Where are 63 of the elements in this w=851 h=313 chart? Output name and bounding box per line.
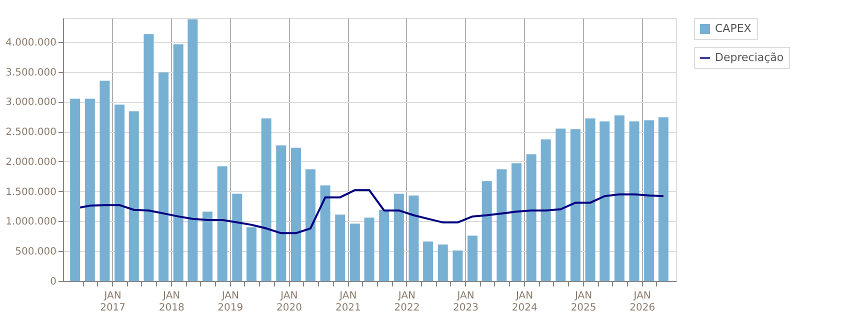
y-tick-label: 2.000.000 [6, 156, 56, 168]
bar [658, 117, 668, 281]
bar [246, 227, 256, 281]
bar [629, 121, 640, 281]
bar [276, 145, 286, 281]
bar [408, 196, 419, 281]
bar [482, 181, 492, 281]
y-tick-label: 3.500.000 [6, 67, 56, 78]
bar [128, 111, 139, 281]
bar [585, 118, 596, 281]
y-tick-label: 1.000.000 [6, 216, 56, 228]
bar [158, 72, 169, 281]
y-tick-label: 0 [50, 276, 56, 288]
x-tick-label: JAN 2022 [394, 290, 420, 313]
bar [468, 236, 478, 281]
bar [320, 185, 330, 281]
bar [217, 166, 228, 281]
bar [600, 121, 610, 281]
x-tick-label: JAN 2017 [100, 290, 126, 313]
bar [452, 250, 463, 281]
bar [261, 118, 272, 281]
bar [526, 154, 536, 281]
y-tick-label: 500.000 [15, 246, 56, 258]
bar [394, 194, 404, 281]
bar [173, 44, 184, 281]
bar [644, 120, 654, 281]
bar [305, 169, 316, 281]
y-tick-label: 2.500.000 [6, 127, 56, 138]
bar [496, 169, 507, 281]
bar [114, 104, 125, 281]
bar [556, 128, 566, 281]
x-tick-label: JAN 2025 [570, 290, 596, 313]
y-tick-label: 3.000.000 [6, 97, 56, 108]
x-tick-label: JAN 2020 [276, 290, 302, 313]
bar [188, 19, 198, 281]
bar [144, 34, 154, 281]
bar [70, 98, 80, 281]
legend-label: Depreciação [715, 51, 784, 64]
x-tick-label: JAN 2026 [630, 290, 656, 313]
x-tick-label: JAN 2019 [218, 290, 244, 313]
bar [512, 163, 522, 281]
bar [570, 129, 580, 281]
x-tick-label: JAN 2021 [335, 290, 361, 313]
bar [364, 218, 374, 281]
bar [423, 242, 434, 281]
y-tick-label: 1.500.000 [6, 186, 56, 198]
bar [100, 80, 110, 281]
legend-label: CAPEX [715, 22, 752, 35]
x-tick-label: JAN 2018 [158, 290, 184, 313]
bar [350, 224, 360, 281]
bar [614, 115, 624, 281]
bar [290, 148, 301, 281]
bar [438, 244, 448, 281]
bar [84, 98, 95, 281]
y-tick-label: 4.000.000 [6, 37, 56, 48]
bar [232, 194, 242, 281]
x-tick-label: JAN 2024 [512, 290, 538, 313]
bar [379, 210, 390, 281]
line-series [79, 189, 664, 234]
bar [335, 214, 346, 281]
x-tick-label: JAN 2023 [453, 290, 478, 313]
bar [540, 139, 551, 281]
bar [202, 212, 213, 281]
